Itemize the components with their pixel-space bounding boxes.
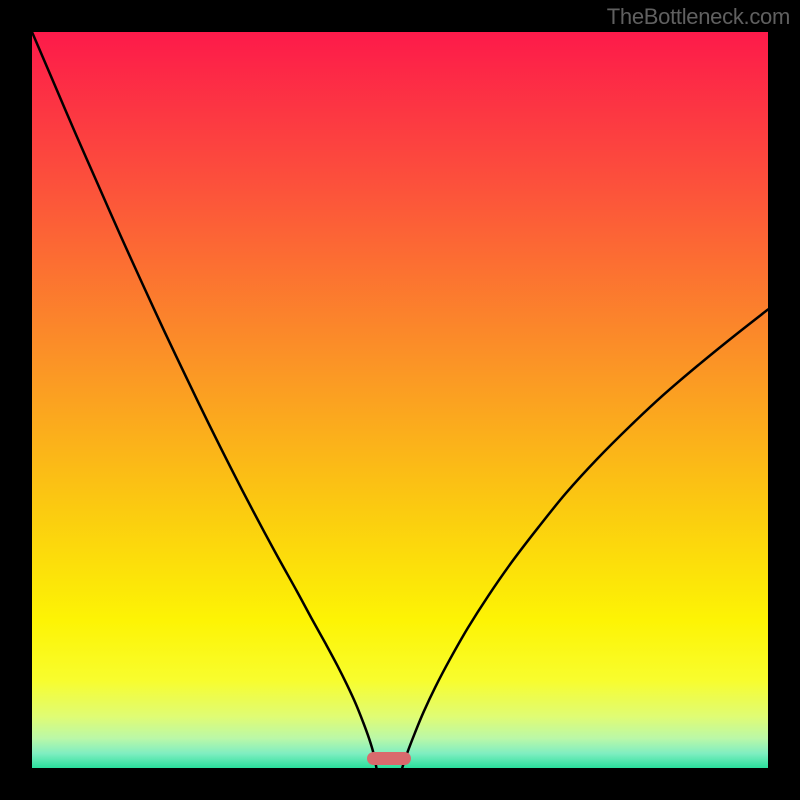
plot-area bbox=[32, 32, 768, 768]
curve-right-branch bbox=[402, 309, 768, 768]
bottleneck-curve bbox=[32, 32, 768, 768]
watermark-text: TheBottleneck.com bbox=[607, 4, 790, 30]
cusp-marker bbox=[367, 752, 411, 765]
curve-left-branch bbox=[32, 32, 376, 768]
